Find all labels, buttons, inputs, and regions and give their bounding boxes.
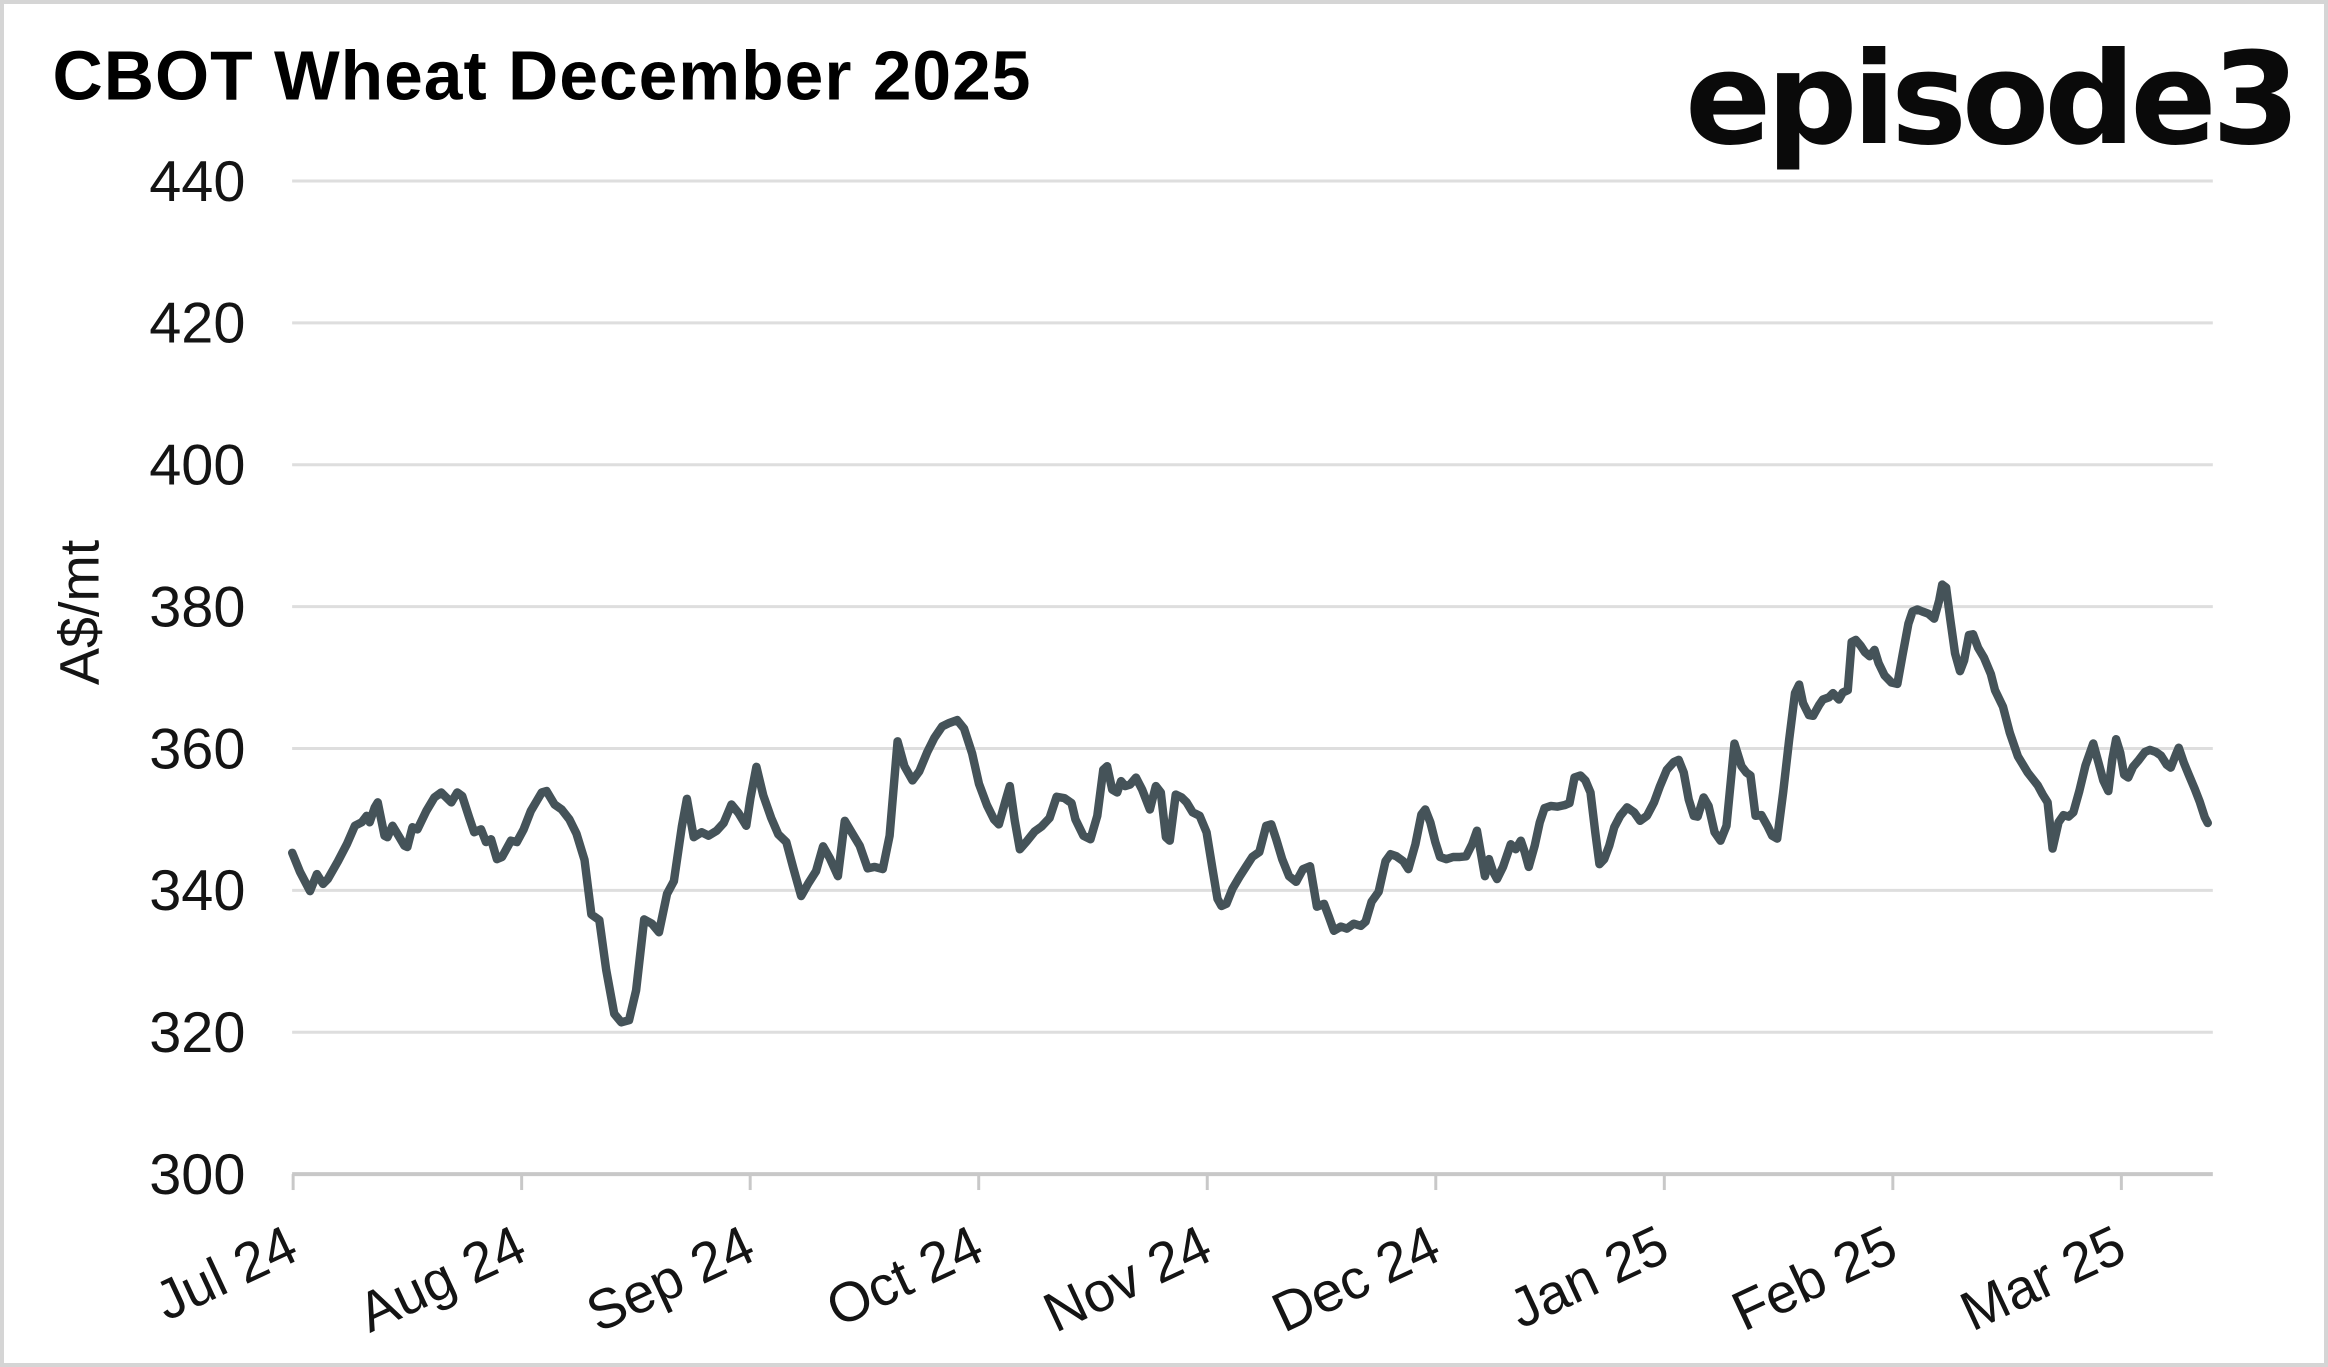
plot-area [288,580,2212,1027]
x-axis-tick-label: Mar 25 [1951,1213,2134,1342]
chart-title: CBOT Wheat December 2025 [53,36,1032,114]
y-axis-tick-label: 320 [149,1001,245,1065]
x-axis-tick-label: Jul 24 [145,1213,306,1332]
y-axis-tick-label: 300 [149,1143,245,1207]
y-axis-tick-labels-group: 300 320 340 360 380 400 420 440 [149,150,245,1207]
y-axis-tick-label: 400 [149,434,245,498]
x-axis-tick-label: Nov 24 [1034,1213,1220,1344]
x-axis-tick-label: Oct 24 [817,1213,992,1338]
x-axis-tick-label: Aug 24 [349,1213,535,1344]
y-axis-tick-label: 340 [149,859,245,923]
y-axis-tick-label: 440 [149,150,245,214]
y-axis-tick-label: 380 [149,575,245,639]
y-axis-label: A$/mt [48,539,110,685]
gridlines-group [292,179,2213,1034]
x-axis-tick-label: Sep 24 [577,1213,763,1344]
brand-logo: episode3 [1685,26,2295,174]
price-line-series [288,580,2212,1027]
x-axis-tick-label: Jan 25 [1500,1213,1678,1340]
x-axis-tick-label: Feb 25 [1723,1213,1906,1342]
chart-svg: 300 320 340 360 380 400 420 440 Jul 24 Aug 24 Sep… [48,26,2300,1344]
y-axis-tick-label: 420 [149,292,245,356]
x-axis-group: Jul 24 Aug 24 Sep 24 Oct 24 Nov 24 Dec 24 Jan … [145,1172,2213,1344]
x-axis-tick-label: Dec 24 [1263,1213,1449,1344]
y-axis-tick-label: 360 [149,717,245,781]
